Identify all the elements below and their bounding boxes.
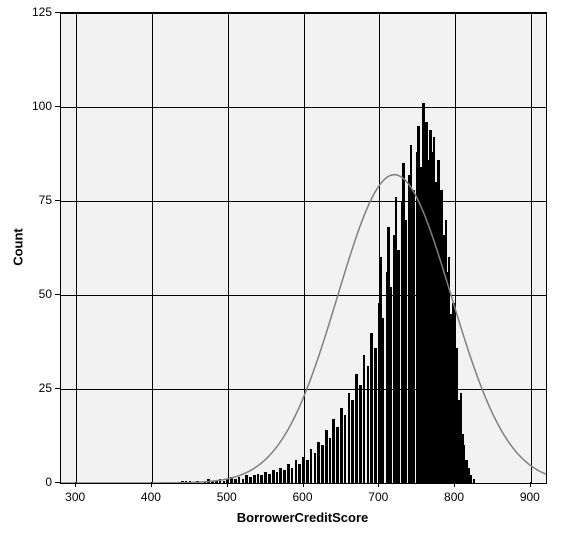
histogram-bar	[340, 408, 343, 483]
histogram-bar	[325, 430, 328, 483]
histogram-bar	[253, 475, 256, 483]
histogram-bar	[279, 468, 282, 483]
histogram-bar	[336, 427, 339, 483]
histogram-bar	[389, 287, 392, 483]
histogram-bar	[242, 479, 245, 483]
histogram-bar	[291, 468, 294, 483]
histogram-bar	[287, 464, 290, 483]
y-tick-mark	[55, 294, 60, 295]
gridline-vertical	[304, 13, 305, 483]
histogram-bar	[370, 333, 373, 483]
plot-area	[60, 12, 547, 484]
histogram-bar	[196, 481, 199, 483]
histogram-bar	[363, 355, 366, 483]
gridline-horizontal	[61, 483, 546, 484]
y-axis-label: Count	[11, 228, 26, 266]
x-tick-mark	[378, 482, 379, 487]
histogram-bar	[189, 481, 192, 483]
histogram-bar	[219, 479, 222, 483]
x-tick-mark	[530, 482, 531, 487]
histogram-bar	[367, 366, 370, 483]
histogram-bar	[473, 479, 476, 483]
histogram-bar	[264, 472, 267, 483]
histogram-bar	[306, 460, 309, 483]
y-tick-mark	[55, 482, 60, 483]
histogram-bar	[185, 481, 188, 483]
histogram-bar	[283, 470, 286, 483]
x-tick-mark	[75, 482, 76, 487]
histogram-bar	[359, 385, 362, 483]
histogram-bar	[295, 460, 298, 483]
x-tick-mark	[454, 482, 455, 487]
histogram-bar	[272, 470, 275, 483]
histogram-bar	[397, 250, 400, 483]
gridline-vertical	[228, 13, 229, 483]
x-tick-label: 600	[292, 490, 312, 504]
histogram-bar	[207, 479, 210, 483]
x-tick-label: 900	[520, 490, 540, 504]
histogram-bar	[211, 481, 214, 483]
y-tick-label: 100	[30, 99, 52, 113]
histogram-bar	[238, 477, 241, 483]
histogram-bar	[317, 442, 320, 483]
histogram-bar	[234, 479, 237, 483]
histogram-bar	[302, 457, 305, 483]
histogram-bar	[257, 474, 260, 483]
histogram-bar	[245, 475, 248, 483]
gridline-vertical	[76, 13, 77, 483]
x-axis-label: BorrowerCreditScore	[237, 510, 368, 525]
histogram-bar	[260, 475, 263, 483]
histogram-bar	[310, 449, 313, 483]
gridline-horizontal	[61, 107, 546, 108]
x-tick-mark	[227, 482, 228, 487]
histogram-bar	[223, 481, 226, 483]
gridline-horizontal	[61, 201, 546, 202]
histogram-bar	[412, 190, 415, 483]
x-tick-mark	[303, 482, 304, 487]
y-tick-mark	[55, 388, 60, 389]
y-tick-mark	[55, 106, 60, 107]
histogram-bar	[298, 464, 301, 483]
histogram-bar	[469, 475, 472, 483]
histogram-bar	[382, 318, 385, 483]
x-tick-label: 700	[368, 490, 388, 504]
histogram-bar	[204, 481, 207, 483]
gridline-horizontal	[61, 389, 546, 390]
gridline-vertical	[152, 13, 153, 483]
histogram-bar	[374, 348, 377, 483]
histogram-bar	[314, 453, 317, 483]
histogram-bar	[355, 374, 358, 483]
histogram-bar	[332, 419, 335, 483]
x-tick-label: 400	[141, 490, 161, 504]
histogram-bar	[230, 477, 233, 483]
y-tick-label: 75	[30, 193, 52, 207]
histogram-bar	[268, 474, 271, 483]
y-tick-mark	[55, 12, 60, 13]
histogram-bar	[249, 477, 252, 483]
y-tick-label: 0	[30, 475, 52, 489]
y-tick-mark	[55, 200, 60, 201]
histogram-bar	[276, 472, 279, 483]
y-tick-label: 125	[30, 5, 52, 19]
histogram-bar	[329, 438, 332, 483]
y-tick-label: 25	[30, 381, 52, 395]
x-tick-label: 300	[65, 490, 85, 504]
gridline-horizontal	[61, 295, 546, 296]
histogram-bar	[344, 415, 347, 483]
histogram-bar	[404, 220, 407, 483]
gridline-horizontal	[61, 13, 546, 14]
x-tick-label: 500	[217, 490, 237, 504]
histogram-bar	[348, 393, 351, 483]
histogram-chart: Count BorrowerCreditScore 30040050060070…	[0, 0, 567, 540]
histogram-bar	[321, 445, 324, 483]
gridline-vertical	[531, 13, 532, 483]
histogram-bar	[351, 400, 354, 483]
x-tick-label: 800	[444, 490, 464, 504]
x-tick-mark	[151, 482, 152, 487]
histogram-bar	[181, 481, 184, 483]
y-tick-label: 50	[30, 287, 52, 301]
histogram-bar	[215, 481, 218, 483]
